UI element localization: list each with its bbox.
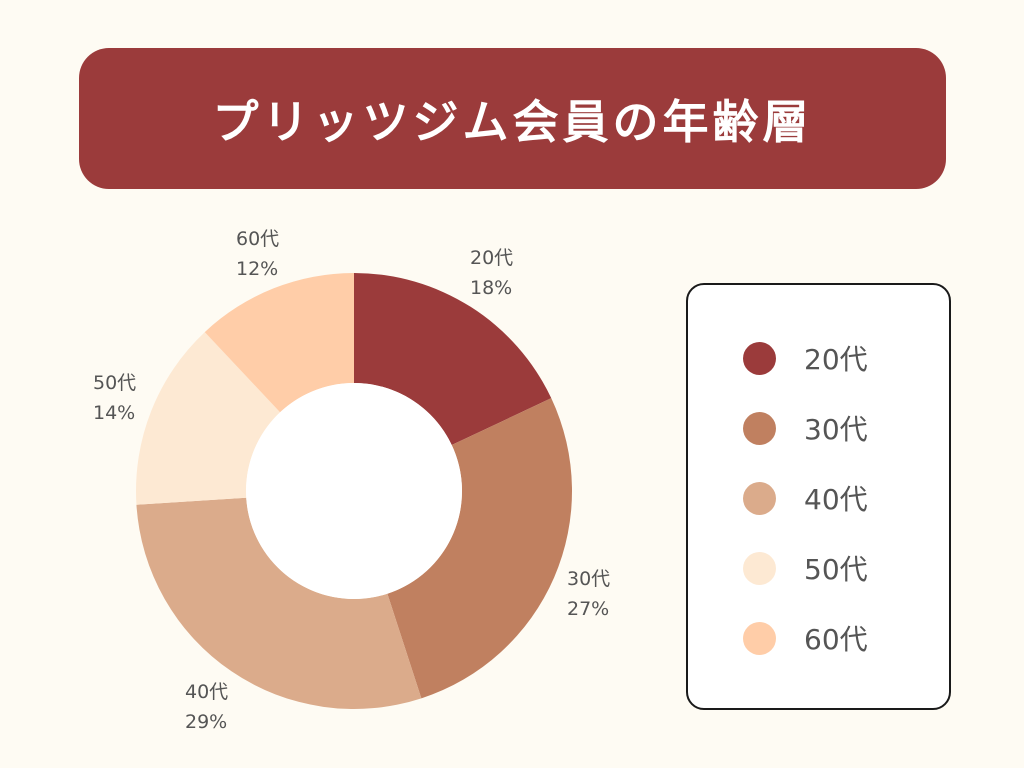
chart-title: プリッツジム会員の年齢層 [212, 94, 813, 149]
slice-60s [204, 273, 354, 413]
slice-20s [354, 273, 552, 446]
legend-swatch [743, 411, 776, 445]
slice-value: 18% [470, 277, 513, 299]
slice-value: 14% [93, 402, 136, 424]
legend-item-60s: 60代 [743, 618, 868, 658]
legend-item-50s: 50代 [743, 548, 868, 588]
slice-value: 12% [236, 258, 279, 280]
legend-label: 20代 [804, 343, 868, 376]
legend-swatch [743, 481, 776, 515]
slice-label-50s: 50代 14% [93, 368, 136, 428]
slice-label-20s: 20代 18% [470, 243, 513, 303]
slice-40s [136, 497, 422, 709]
legend: 20代 30代 40代 50代 60代 [686, 283, 951, 710]
legend-swatch [743, 551, 776, 585]
slice-category: 50代 [93, 372, 137, 394]
donut-hole [246, 383, 462, 599]
legend-item-30s: 30代 [743, 408, 868, 448]
slice-50s [136, 332, 281, 505]
slice-label-60s: 60代 12% [236, 224, 279, 284]
slice-label-40s: 40代 29% [185, 677, 228, 737]
slice-category: 30代 [567, 568, 611, 590]
title-banner: プリッツジム会員の年齢層 [79, 48, 946, 189]
legend-label: 30代 [804, 413, 868, 446]
slice-category: 60代 [236, 228, 280, 250]
legend-swatch [743, 621, 776, 655]
slice-value: 27% [567, 598, 610, 620]
legend-swatch [743, 341, 776, 375]
slice-label-30s: 30代 27% [567, 564, 610, 624]
legend-label: 40代 [804, 483, 868, 516]
legend-label: 60代 [804, 623, 868, 656]
legend-label: 50代 [804, 553, 868, 586]
slice-category: 40代 [185, 681, 229, 703]
slice-category: 20代 [470, 247, 514, 269]
slice-value: 29% [185, 711, 228, 733]
slice-30s [387, 398, 572, 699]
legend-item-40s: 40代 [743, 478, 868, 518]
legend-item-20s: 20代 [743, 338, 868, 378]
